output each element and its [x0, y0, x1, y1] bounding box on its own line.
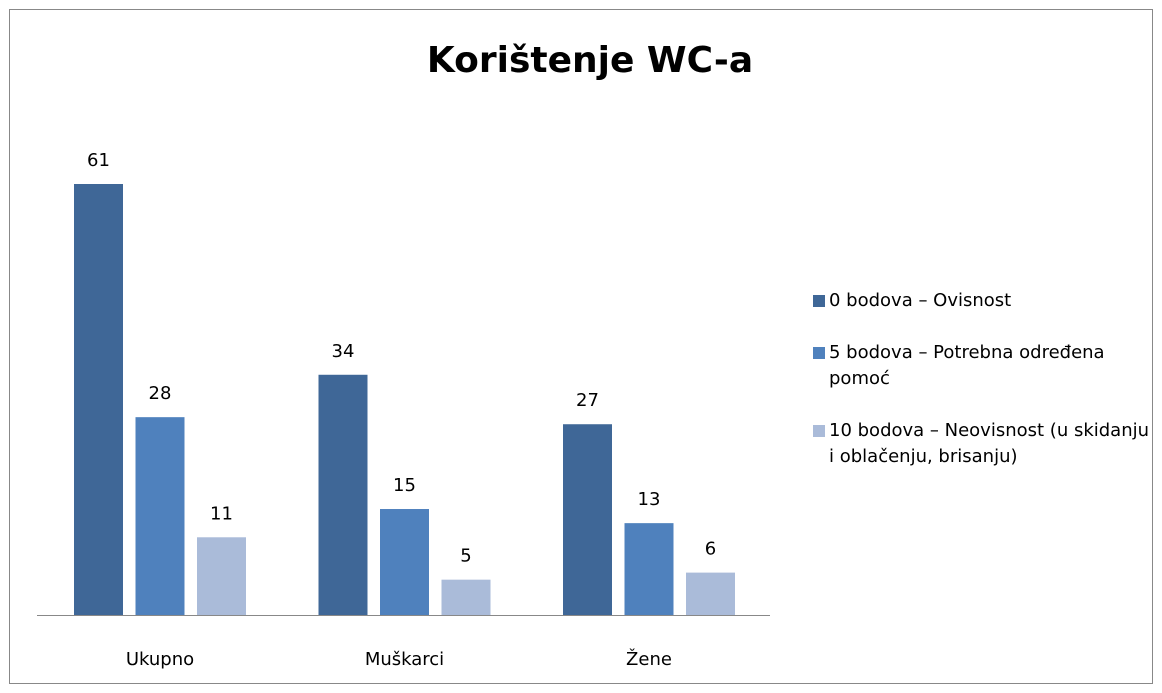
legend-label: 10 bodova – Neovisnost (u skidanju i obl… [829, 420, 1150, 467]
data-label: 27 [576, 390, 599, 411]
x-tick-label: Muškarci [365, 649, 444, 670]
data-label: 5 [460, 546, 471, 567]
bar [135, 417, 185, 615]
data-label: 6 [705, 539, 716, 560]
bar [318, 374, 368, 615]
bar [441, 579, 491, 615]
data-label: 15 [393, 475, 416, 496]
legend-item: 0 bodova – Ovisnost [813, 288, 1153, 314]
legend-label: 5 bodova – Potrebna određena pomoć [829, 342, 1105, 389]
bar [686, 572, 735, 615]
data-label: 34 [332, 341, 355, 362]
legend-item: 10 bodova – Neovisnost (u skidanju i obl… [813, 418, 1153, 470]
chart-title: Korištenje WC-a [427, 40, 753, 81]
data-label: 13 [638, 489, 661, 510]
data-label: 61 [87, 150, 110, 171]
legend: 0 bodova – Ovisnost 5 bodova – Potrebna o… [813, 288, 1153, 496]
bar [380, 509, 429, 615]
bar [563, 424, 612, 615]
x-tick-label: Ukupno [126, 649, 194, 670]
legend-swatch [813, 425, 825, 437]
bar [624, 523, 674, 615]
legend-swatch [813, 347, 825, 359]
legend-item: 5 bodova – Potrebna određena pomoć [813, 340, 1153, 392]
legend-label: 0 bodova – Ovisnost [829, 290, 1012, 311]
data-label: 11 [210, 503, 233, 524]
data-label: 28 [149, 383, 172, 404]
x-tick-label: Žene [626, 648, 672, 670]
legend-swatch [813, 295, 825, 307]
bar [197, 537, 246, 615]
bar [74, 184, 123, 615]
